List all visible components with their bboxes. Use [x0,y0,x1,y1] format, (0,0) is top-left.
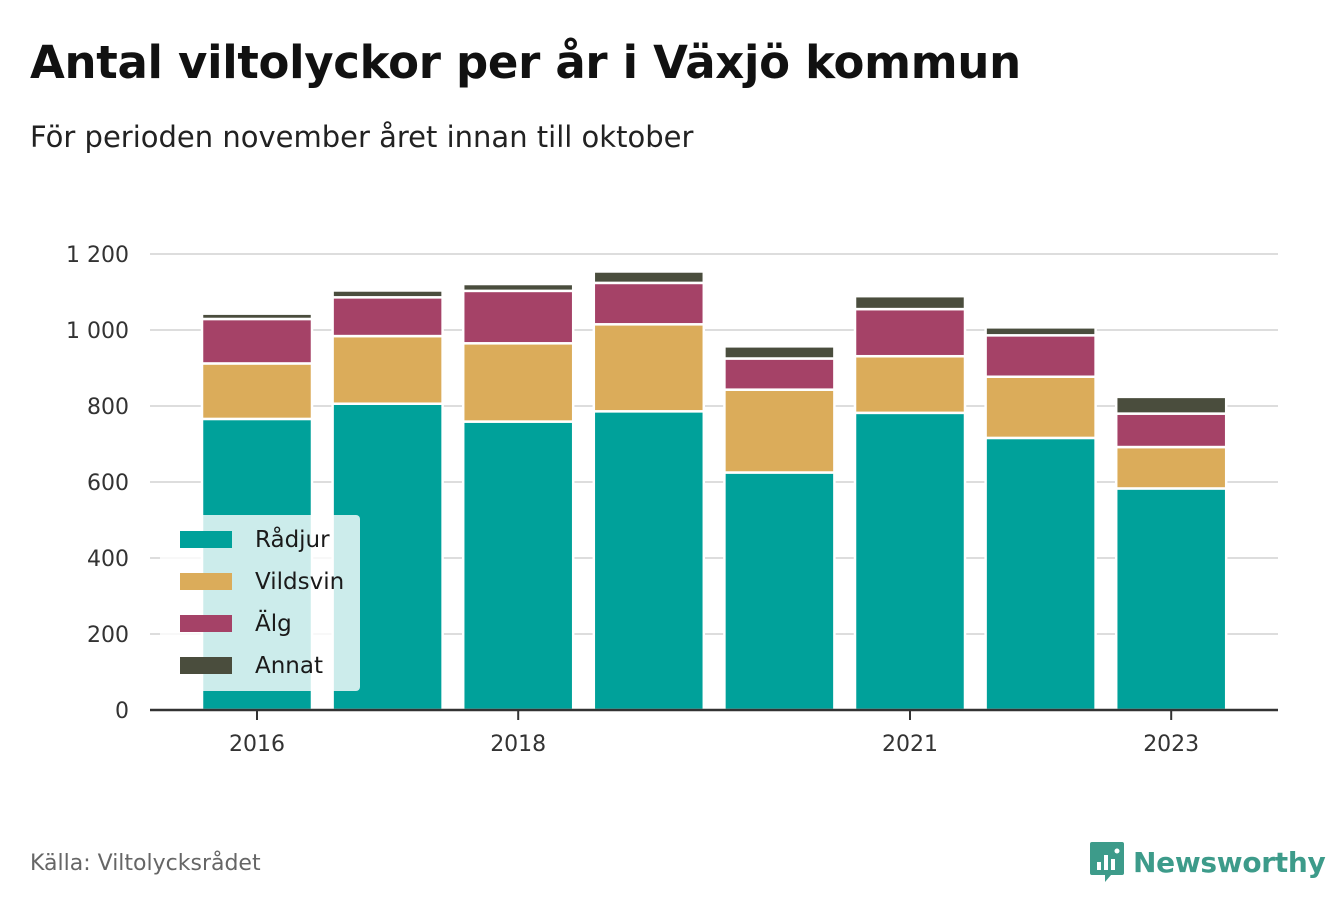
bar-segment [853,294,967,311]
bar-stack [853,294,967,712]
legend-swatch [180,657,232,674]
bar-segment [1114,487,1228,712]
brand-logo[interactable]: Newsworthy [1089,840,1326,884]
bar-segment [592,281,706,326]
bar-stack [461,282,575,712]
y-tick-label: 1 200 [66,243,129,268]
bar-segment [853,354,967,415]
bar-segment [461,289,575,345]
bar-segment [853,411,967,712]
bar-segment [461,420,575,712]
legend-label: Vildsvin [255,569,344,595]
y-tick-label: 0 [115,699,129,724]
legend-swatch [180,573,232,590]
bar-segment [461,282,575,293]
bar-segment [984,375,1097,440]
y-tick-label: 1 000 [66,319,129,344]
bar-segment [461,342,575,423]
y-tick-label: 600 [87,471,129,496]
legend-background [160,515,360,691]
bar-segment [723,357,836,391]
bar-segment [1114,395,1228,415]
bar-segment [592,323,706,413]
y-tick-label: 800 [87,395,129,420]
bar-segment [723,345,836,360]
chart-subtitle: För perioden november året innan till ok… [30,120,694,154]
y-axis-tick-labels: 0 200 400 600 800 1 000 1 200 [66,243,129,724]
legend-label: Annat [255,653,323,679]
bar-segment [331,296,444,338]
newsworthy-logo-icon [1090,842,1124,882]
bar-stack [1114,395,1228,712]
x-tick-label: 2018 [490,732,546,757]
x-tick-label: 2016 [229,732,285,757]
bar-segment [723,471,836,712]
bar-stack [984,326,1097,712]
x-axis-ticks: 2016 2018 2021 2023 [229,710,1199,757]
bar-segment [853,307,967,358]
bar-stack [592,270,706,712]
bar-segment [331,334,444,405]
x-tick-label: 2021 [882,732,938,757]
bar-segment [592,270,706,285]
bar-segment [200,312,314,321]
bar-stack [723,345,836,712]
bar-segment [723,388,836,474]
bar-segment [1114,412,1228,449]
legend-swatch [180,615,232,632]
bar-segment [984,326,1097,337]
bar-segment [200,362,314,421]
legend-swatch [180,531,232,548]
y-tick-label: 200 [87,623,129,648]
bar-segment [984,334,1097,378]
legend: Rådjur Vildsvin Älg Annat [160,515,360,691]
bar-segment [200,317,314,365]
bar-segment [331,289,444,299]
legend-label: Älg [255,609,292,637]
source-note: Källa: Viltolycksrådet [30,851,261,876]
chart-title: Antal viltolyckor per år i Växjö kommun [30,36,1021,89]
brand-name: Newsworthy [1133,845,1326,879]
bar-segment [1114,445,1228,490]
bar-segment [984,436,1097,712]
legend-label: Rådjur [255,525,330,553]
y-tick-label: 400 [87,547,129,572]
x-tick-label: 2023 [1143,732,1199,757]
bar-segment [592,410,706,712]
